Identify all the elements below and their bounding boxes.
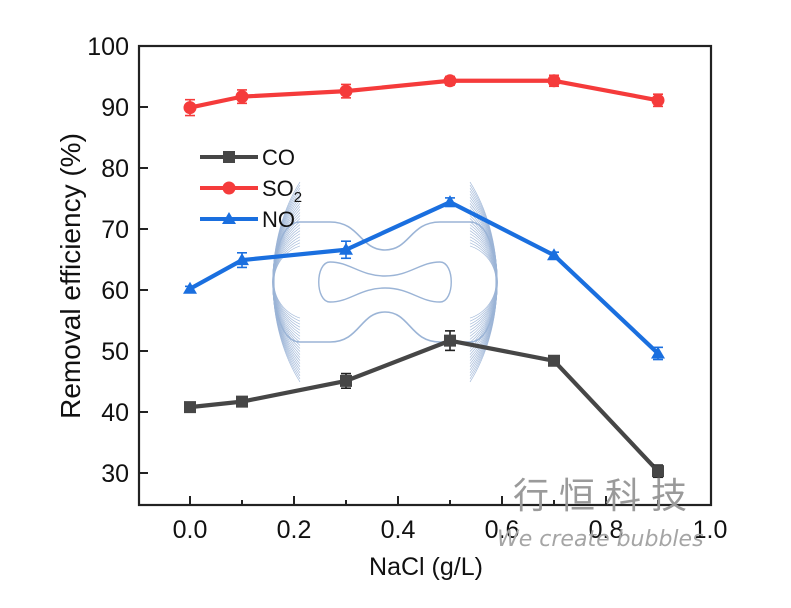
series-co [184, 330, 664, 479]
x-tick-label: 0.4 [381, 516, 416, 544]
x-tick-label: 1.0 [693, 516, 728, 544]
marker-square [184, 401, 196, 414]
bubble-outline [272, 221, 498, 343]
marker-triangle [651, 346, 665, 359]
y-tick-label: 60 [101, 277, 129, 305]
y-tick-label: 30 [101, 460, 129, 488]
y-tick-label: 90 [101, 94, 129, 122]
legend-label: NO [262, 207, 295, 232]
marker-circle [339, 84, 353, 98]
marker-triangle [443, 195, 457, 208]
legend-item: SO2 [200, 176, 302, 206]
marker-triangle [183, 281, 197, 294]
marker-triangle [339, 242, 353, 255]
marker-circle [183, 101, 197, 115]
x-tick-label: 0.2 [277, 516, 312, 544]
series-layer [183, 74, 665, 479]
marker-square [340, 374, 352, 387]
y-tick-label: 50 [101, 338, 129, 366]
field-line [469, 203, 498, 361]
plot-frame [137, 44, 713, 507]
series-line [189, 78, 659, 110]
x-tick-label: 0.8 [589, 516, 624, 544]
field-line [469, 215, 498, 349]
legend-label: SO2 [262, 176, 302, 206]
watermark-logo [272, 181, 498, 383]
marker-square [223, 151, 235, 163]
field-line [469, 218, 498, 346]
field-line [272, 218, 301, 346]
legend-label-subscript: 2 [294, 189, 302, 206]
bubble-inner [318, 261, 452, 303]
marker-circle [651, 93, 665, 107]
marker-triangle [235, 253, 249, 266]
series-line [188, 200, 660, 355]
marker-circle [235, 90, 249, 104]
y-tick-label: 100 [87, 33, 129, 61]
watermark-chinese: 行恒科技 [513, 476, 697, 517]
marker-circle [547, 74, 561, 88]
series-no [183, 195, 665, 361]
x-axis-title: NaCl (g/L) [369, 553, 483, 581]
y-tick-label: 40 [101, 399, 129, 427]
watermark-english: We create bubbles [497, 527, 704, 552]
legend-item: NO [200, 207, 295, 232]
y-axis: 30 40 50 60 70 80 90 100 [87, 33, 148, 488]
y-axis-title: Removal efficiency (%) [55, 133, 86, 419]
marker-square [444, 334, 456, 347]
legend-item: CO [200, 145, 295, 170]
marker-square [548, 354, 560, 367]
marker-circle [222, 181, 236, 195]
field-line [272, 215, 301, 349]
marker-square [652, 465, 664, 478]
legend-label: CO [262, 145, 295, 170]
x-axis: 0.0 0.2 0.4 0.6 0.8 1.0 [173, 496, 728, 544]
y-tick-label: 80 [101, 155, 129, 183]
marker-circle [443, 74, 457, 88]
x-tick-label: 0.0 [173, 516, 208, 544]
series-line [189, 338, 660, 473]
series-so2 [183, 74, 665, 117]
x-tick-label: 0.6 [485, 516, 520, 544]
marker-square [236, 395, 248, 408]
marker-triangle [547, 248, 561, 261]
y-tick-label: 70 [101, 216, 129, 244]
marker-triangle [222, 212, 236, 224]
